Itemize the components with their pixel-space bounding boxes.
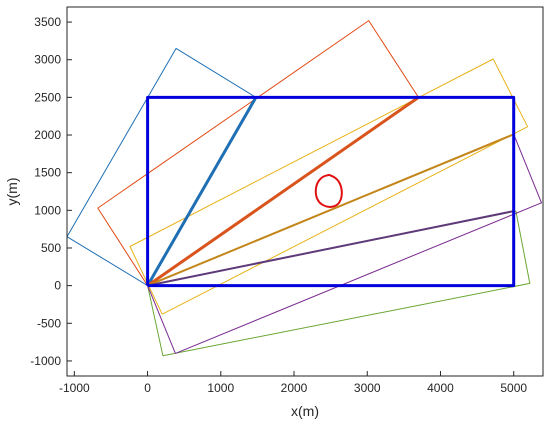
series-line-7	[146, 96, 420, 287]
y-tick-label: 3000	[34, 53, 61, 67]
x-tick-label: 4000	[427, 381, 454, 395]
y-tick-label: 2500	[34, 90, 61, 104]
x-tick-label: -1000	[59, 381, 90, 395]
y-tick-label: 500	[41, 241, 61, 255]
y-tick-label: -500	[37, 316, 61, 330]
y-tick-label: 2000	[34, 128, 61, 142]
series-line-8	[147, 133, 515, 287]
series-line-11	[314, 173, 343, 208]
y-tick-label: 1500	[34, 166, 61, 180]
x-tick-label: 3000	[354, 381, 381, 395]
x-tick-label: 2000	[281, 381, 308, 395]
x-tick-label: 5000	[500, 381, 527, 395]
y-tick-label: 1000	[34, 203, 61, 217]
y-tick-label: 0	[54, 279, 61, 293]
y-tick-label: 3500	[34, 15, 61, 29]
y-axis-label: y(m)	[4, 178, 20, 206]
series-line-3	[129, 58, 529, 315]
series-line-10	[146, 95, 516, 288]
axes-box	[66, 6, 544, 377]
ticks-layer: -1000 0 1000 2000 3000 4000 5000 -1000 -500 0 500 1…	[30, 15, 527, 395]
series-line-9	[147, 210, 514, 287]
x-axis-label: x(m)	[291, 403, 319, 419]
series-line-6	[146, 96, 258, 287]
series-line-4	[147, 210, 531, 357]
x-tick-label: 1000	[207, 381, 234, 395]
series-layer	[66, 20, 542, 357]
y-tick-label: -1000	[30, 354, 61, 368]
x-tick-label: 0	[144, 381, 151, 395]
